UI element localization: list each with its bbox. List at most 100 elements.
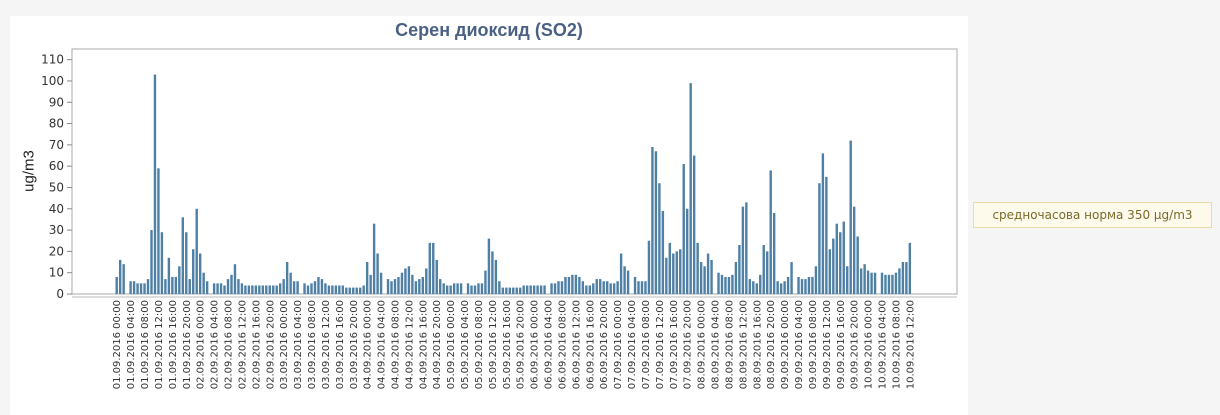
bar xyxy=(797,276,800,294)
x-tick-label: 06.09.2016 16:00 xyxy=(585,300,596,389)
bar xyxy=(609,283,612,294)
bar xyxy=(752,281,755,294)
x-tick-label: 02.09.2016 04:00 xyxy=(210,300,221,389)
bar xyxy=(543,285,546,294)
chart-title: Серен диоксид (SO2) xyxy=(395,20,583,40)
y-tick-label: 10 xyxy=(49,266,64,280)
bar xyxy=(710,259,713,294)
plot-frame xyxy=(71,48,958,295)
bar xyxy=(139,283,143,294)
y-tick-label: 60 xyxy=(49,159,64,173)
x-tick-label: 09.09.2016 08:00 xyxy=(808,300,819,389)
bar xyxy=(132,281,136,294)
bar xyxy=(452,283,456,294)
bar xyxy=(512,287,515,294)
bar xyxy=(692,155,696,294)
bar xyxy=(449,285,452,294)
bar xyxy=(268,285,271,294)
bar xyxy=(741,206,745,294)
bar xyxy=(842,221,845,294)
bar xyxy=(341,285,345,294)
bar xyxy=(174,276,178,294)
bar xyxy=(167,257,171,294)
x-tick-label: 03.09.2016 20:00 xyxy=(349,300,360,389)
bar xyxy=(668,242,672,294)
bar xyxy=(532,285,536,294)
bar xyxy=(470,285,473,294)
bar xyxy=(282,279,285,294)
x-tick-label: 10.09.2016 00:00 xyxy=(864,300,875,389)
y-tick-label: 40 xyxy=(49,202,64,216)
bar xyxy=(640,281,644,294)
bar xyxy=(313,281,317,294)
bar xyxy=(494,259,498,294)
bar xyxy=(599,279,602,294)
bar xyxy=(759,274,762,294)
bar xyxy=(480,283,484,294)
bar xyxy=(254,285,258,294)
x-tick-label: 09.09.2016 12:00 xyxy=(822,300,833,389)
x-tick-label: 04.09.2016 00:00 xyxy=(363,300,374,389)
bar xyxy=(811,276,814,294)
bar xyxy=(675,251,678,294)
x-tick-label: 07.09.2016 12:00 xyxy=(655,300,666,389)
x-tick-label: 02.09.2016 16:00 xyxy=(251,300,262,389)
bar xyxy=(355,287,358,294)
bar xyxy=(473,285,477,294)
bar xyxy=(404,268,407,294)
bar xyxy=(334,285,338,294)
bar xyxy=(181,217,184,294)
x-tick-label: 04.09.2016 16:00 xyxy=(418,300,429,389)
bar xyxy=(686,208,689,294)
x-tick-label: 08.09.2016 00:00 xyxy=(697,300,708,389)
x-tick-label: 07.09.2016 00:00 xyxy=(613,300,624,389)
x-tick-label: 01.09.2016 00:00 xyxy=(112,300,123,389)
bar xyxy=(835,223,838,294)
x-tick-label: 08.09.2016 08:00 xyxy=(724,300,735,389)
bar xyxy=(466,283,470,294)
bar xyxy=(696,242,699,294)
x-tick-label: 01.09.2016 16:00 xyxy=(168,300,179,389)
x-tick-label: 03.09.2016 08:00 xyxy=(307,300,318,389)
bar xyxy=(720,274,724,294)
bar xyxy=(324,283,327,294)
bar xyxy=(352,287,355,294)
bar xyxy=(515,287,518,294)
bar xyxy=(745,202,748,294)
bar xyxy=(602,281,605,294)
bar xyxy=(755,283,758,294)
bar xyxy=(487,238,491,294)
bar xyxy=(682,164,685,294)
bar xyxy=(564,276,567,294)
bar xyxy=(435,259,438,294)
bar xyxy=(498,281,501,294)
bar xyxy=(195,208,198,294)
bar xyxy=(157,168,160,294)
y-tick-label: 30 xyxy=(49,223,64,237)
bar xyxy=(445,285,449,294)
bar xyxy=(508,287,511,294)
bar xyxy=(261,285,265,294)
bar xyxy=(557,281,560,294)
y-tick-label: 20 xyxy=(49,244,64,258)
bar xyxy=(779,283,783,294)
x-tick-label: 02.09.2016 00:00 xyxy=(196,300,207,389)
x-tick-label: 03.09.2016 12:00 xyxy=(321,300,332,389)
bar xyxy=(289,272,292,294)
bar xyxy=(828,249,832,294)
bar xyxy=(689,83,692,294)
bar xyxy=(738,245,741,294)
bar xyxy=(369,274,372,294)
bar xyxy=(136,283,139,294)
bar xyxy=(421,276,425,294)
bar xyxy=(571,274,574,294)
bar xyxy=(317,276,320,294)
bar xyxy=(146,279,150,294)
bar xyxy=(884,274,887,294)
bar xyxy=(717,272,720,294)
bar xyxy=(244,285,247,294)
x-tick-label: 01.09.2016 20:00 xyxy=(182,300,193,389)
bar xyxy=(230,274,233,294)
bar xyxy=(407,266,411,294)
bar xyxy=(265,285,268,294)
